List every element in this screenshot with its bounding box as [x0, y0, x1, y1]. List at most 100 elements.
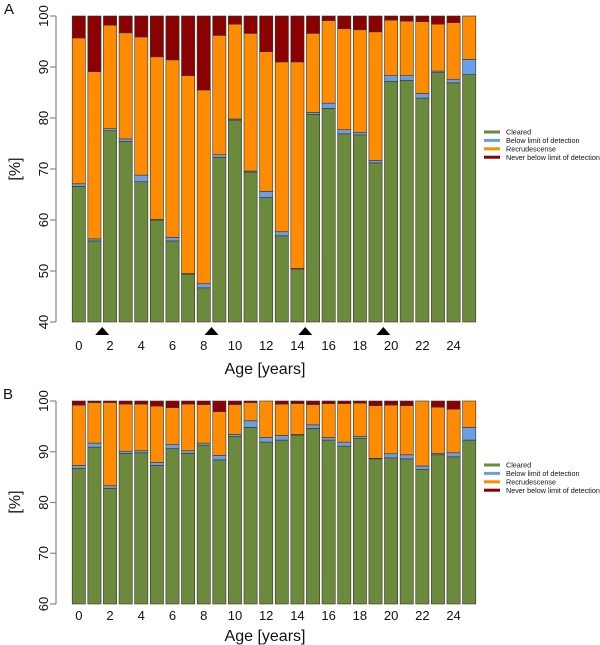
bar-segment-below-limit-of-detection: [118, 138, 133, 142]
bar-stack: [181, 400, 196, 605]
bar-segment-never-below-limit-of-detection: [306, 15, 320, 34]
bar-segment-below-limit-of-detection: [243, 420, 258, 428]
bar-segment-below-limit-of-detection: [446, 78, 461, 84]
bar-segment-never-below-limit-of-detection: [274, 400, 289, 405]
bar-segment-never-below-limit-of-detection: [149, 400, 164, 407]
bar-segment-cleared: [431, 72, 445, 323]
bar-segment-cleared: [462, 439, 477, 605]
legend-label: Below limit of detection: [506, 469, 580, 478]
bar-segment-cleared: [212, 459, 227, 605]
bar-stack: [165, 400, 180, 605]
bar-segment-never-below-limit-of-detection: [352, 15, 367, 31]
y-tick-label: 100: [36, 390, 51, 412]
bar-segment-never-below-limit-of-detection: [181, 15, 196, 76]
bar-segment-recrudescense: [415, 400, 430, 467]
bar-segment-below-limit-of-detection: [103, 485, 117, 489]
bar-segment-below-limit-of-detection: [134, 174, 149, 183]
bar-segment-never-below-limit-of-detection: [399, 15, 414, 22]
bar-stack: [415, 400, 430, 605]
bar-segment-never-below-limit-of-detection: [337, 400, 352, 404]
bar-segment-below-limit-of-detection: [165, 444, 180, 450]
bar-segment-recrudescense: [181, 403, 196, 452]
bar-segment-recrudescense: [134, 403, 149, 452]
bar-segment-cleared: [259, 197, 274, 323]
bar-segment-cleared: [228, 436, 242, 605]
x-tick-label: 2: [106, 608, 113, 623]
y-tick-label: 40: [36, 315, 51, 329]
bar-segment-recrudescense: [212, 35, 227, 156]
bar-stack: [71, 400, 86, 605]
bar-segment-cleared: [337, 133, 352, 323]
bar-stack: [415, 15, 430, 323]
x-tick-label: 18: [353, 338, 367, 353]
bar-segment-below-limit-of-detection: [384, 453, 399, 459]
bar-stack: [118, 15, 133, 323]
bar-segment-below-limit-of-detection: [352, 436, 367, 439]
bar-segment-below-limit-of-detection: [118, 450, 133, 454]
x-tick-label: 6: [169, 608, 176, 623]
y-tick-label: 80: [36, 111, 51, 125]
bar-segment-cleared: [462, 74, 477, 323]
y-tick-label: 50: [36, 264, 51, 278]
bar-segment-recrudescense: [103, 402, 117, 487]
bar-segment-never-below-limit-of-detection: [165, 400, 180, 408]
bar-segment-never-below-limit-of-detection: [321, 15, 336, 21]
x-tick-label: 16: [321, 338, 335, 353]
bar-segment-recrudescense: [306, 404, 320, 426]
bar-segment-below-limit-of-detection: [274, 435, 289, 441]
bar-stack: [134, 15, 149, 323]
bar-segment-never-below-limit-of-detection: [181, 400, 196, 405]
bar-segment-cleared: [228, 119, 242, 323]
bar-segment-recrudescense: [352, 402, 367, 437]
x-tick-label: 20: [384, 608, 398, 623]
bar-segment-never-below-limit-of-detection: [368, 15, 383, 33]
bar-segment-recrudescense: [446, 22, 461, 80]
bar-segment-cleared: [181, 452, 196, 605]
bar-segment-below-limit-of-detection: [274, 231, 289, 237]
bar-segment-below-limit-of-detection: [399, 75, 414, 81]
bar-segment-recrudescense: [196, 89, 211, 285]
x-axis-label-a: Age [years]: [225, 361, 306, 378]
bar-segment-never-below-limit-of-detection: [228, 400, 242, 405]
y-axis-label-b: [%]: [7, 490, 24, 513]
bar-stack: [87, 400, 102, 605]
bar-stack: [352, 400, 367, 605]
bar-segment-cleared: [415, 469, 430, 605]
bar-segment-recrudescense: [431, 23, 445, 72]
bar-segment-never-below-limit-of-detection: [384, 400, 399, 406]
bar-segment-recrudescense: [274, 403, 289, 436]
bar-segment-recrudescense: [71, 37, 86, 185]
bar-segment-cleared: [71, 186, 86, 323]
bar-stack: [321, 15, 336, 323]
bar-stack: [228, 15, 242, 323]
bar-segment-never-below-limit-of-detection: [71, 400, 86, 406]
legend-label: Recrudescense: [506, 144, 556, 153]
bar-stack: [337, 15, 352, 323]
bar-segment-never-below-limit-of-detection: [415, 15, 430, 22]
triangle-marker-icon: [298, 327, 313, 335]
bar-segment-never-below-limit-of-detection: [446, 15, 461, 23]
bar-segment-recrudescense: [274, 61, 289, 233]
bar-segment-below-limit-of-detection: [196, 283, 211, 289]
bar-segment-below-limit-of-detection: [337, 129, 352, 135]
bar-segment-never-below-limit-of-detection: [134, 400, 149, 405]
bar-segment-recrudescense: [103, 24, 117, 130]
bar-segment-recrudescense: [118, 403, 133, 452]
bar-segment-cleared: [415, 97, 430, 323]
bar-segment-cleared: [274, 235, 289, 323]
bar-segment-cleared: [181, 274, 196, 323]
bar-segment-cleared: [103, 487, 117, 605]
x-tick-label: 0: [75, 338, 82, 353]
bar-segment-cleared: [165, 240, 180, 323]
bar-segment-never-below-limit-of-detection: [103, 15, 117, 26]
bar-segment-cleared: [321, 439, 336, 605]
bar-segment-never-below-limit-of-detection: [196, 15, 211, 91]
bar-segment-below-limit-of-detection: [134, 450, 149, 454]
legend-label: Cleared: [506, 128, 531, 137]
bar-segment-below-limit-of-detection: [212, 455, 227, 461]
bar-segment-cleared: [399, 458, 414, 605]
bar-segment-recrudescense: [399, 405, 414, 456]
